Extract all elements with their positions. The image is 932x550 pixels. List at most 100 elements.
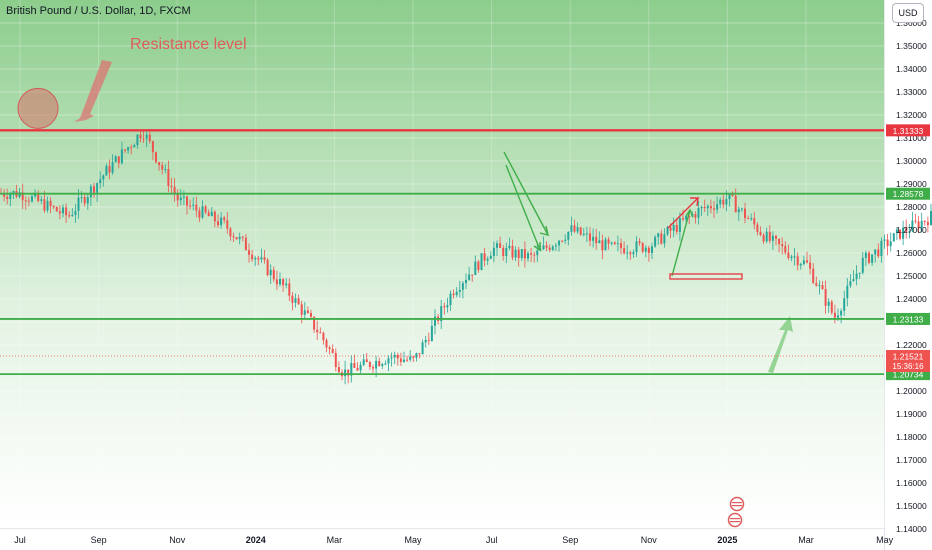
candle-body — [142, 138, 145, 140]
candle-body — [124, 149, 126, 151]
resistance-annotation: Resistance level — [130, 36, 247, 53]
candle-body — [858, 272, 861, 274]
candle-body — [514, 249, 517, 258]
candle-body — [561, 240, 564, 242]
time-tick-label: May — [404, 535, 422, 545]
candle-body — [334, 352, 337, 368]
range-box — [669, 273, 743, 280]
move-arrow-icon — [671, 208, 694, 277]
candle-body — [576, 227, 579, 232]
candle-body — [409, 356, 412, 360]
candle-body — [492, 247, 495, 256]
price-tick-label: 1.17000 — [896, 455, 927, 465]
candle-body — [582, 234, 585, 236]
candle-body — [62, 207, 64, 214]
candle-body — [790, 256, 793, 259]
candle-body — [818, 285, 821, 287]
candle-body — [452, 293, 455, 296]
candle-body — [926, 221, 929, 226]
candle-body — [688, 216, 691, 218]
candle-body — [601, 240, 604, 251]
candle-body — [551, 246, 554, 250]
candle-body — [666, 227, 669, 235]
candle-body — [768, 231, 771, 241]
candle-body — [424, 339, 427, 343]
price-tick-label: 1.24000 — [896, 294, 927, 304]
candle-body — [9, 194, 12, 200]
candle-body — [6, 196, 9, 200]
candle-body — [802, 260, 805, 264]
candle-body — [37, 193, 40, 201]
level-price-label: 1.28578 — [893, 189, 924, 199]
grid-lines — [0, 0, 885, 529]
price-tick-label: 1.30000 — [896, 156, 927, 166]
candle-body — [412, 356, 415, 358]
price-tick-label: 1.14000 — [896, 524, 927, 534]
candle-body — [716, 204, 719, 210]
price-tick-label: 1.25000 — [896, 271, 927, 281]
candle-body — [589, 233, 591, 241]
candle-body — [430, 325, 433, 341]
candle-body — [527, 253, 529, 259]
candle-body — [629, 252, 632, 255]
event-flag-icon[interactable] — [729, 496, 745, 512]
candle-body — [833, 312, 836, 318]
candle-body — [176, 193, 179, 201]
candle-body — [344, 369, 347, 377]
event-flag-icon[interactable] — [727, 512, 743, 528]
candle-body — [167, 169, 170, 187]
candle-body — [390, 357, 393, 359]
time-tick-label: Jul — [486, 535, 498, 545]
candle-body — [765, 231, 768, 242]
candle-body — [682, 218, 684, 220]
candle-body — [378, 360, 381, 366]
chart-background — [0, 0, 884, 528]
candle-body — [3, 193, 6, 197]
candle-body — [68, 215, 71, 217]
candle-body — [415, 353, 418, 358]
candle-body — [536, 250, 539, 256]
candle-body — [74, 210, 77, 215]
candle-body — [703, 206, 706, 209]
candle-body — [148, 134, 151, 142]
candle-body — [443, 306, 446, 308]
candle-body — [244, 237, 247, 251]
current-price-label: 1.21521 — [893, 352, 924, 362]
currency-button[interactable]: USD — [892, 3, 924, 23]
candle-body — [384, 363, 387, 365]
channel-arrow-icon — [505, 164, 542, 252]
candle-body — [517, 249, 520, 258]
candle-body — [226, 220, 229, 229]
candle-body — [248, 250, 250, 255]
time-tick-label: 2024 — [246, 535, 266, 545]
candle-body — [291, 295, 294, 303]
candle-body — [282, 279, 285, 286]
candle-body — [375, 360, 378, 369]
candle-body — [651, 246, 653, 254]
candlestick-series — [0, 128, 932, 385]
candle-body — [892, 233, 895, 242]
candle-body — [734, 195, 737, 213]
candle-body — [204, 206, 207, 213]
price-tick-label: 1.28000 — [896, 202, 927, 212]
candle-body — [111, 162, 114, 173]
channel-arrow-icon — [503, 151, 550, 237]
price-tick-label: 1.19000 — [896, 409, 927, 419]
candle-body — [133, 145, 136, 148]
candle-body — [418, 353, 421, 355]
candle-body — [46, 200, 49, 211]
price-tick-label: 1.26000 — [896, 248, 927, 258]
candle-body — [182, 196, 185, 198]
candle-body — [319, 332, 322, 334]
candle-body — [80, 197, 83, 199]
price-badges: 1.31333 1.28578 1.23133 1.20734 1.2152115:36… — [886, 124, 930, 381]
level-price-badge — [886, 312, 930, 325]
candle-body — [27, 200, 30, 202]
candle-body — [18, 192, 21, 197]
candle-body — [120, 149, 123, 164]
candle-body — [359, 364, 362, 371]
candle-body — [198, 210, 201, 218]
candle-body — [750, 218, 753, 220]
candle-body — [784, 246, 787, 253]
